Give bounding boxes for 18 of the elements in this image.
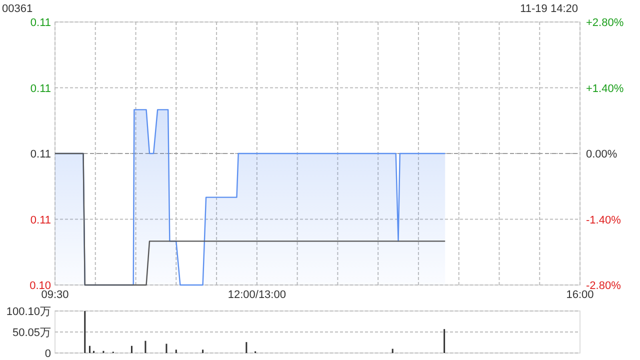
y-tick-label: 0.11 <box>30 82 51 95</box>
x-tick-label: 16:00 <box>566 289 594 301</box>
chart-title: 00361 <box>2 3 33 15</box>
x-tick-label: 12:00/13:00 <box>228 289 286 301</box>
x-tick-label: 09:30 <box>41 289 69 301</box>
y-tick-label: 50.05万 <box>12 327 51 339</box>
y2-tick-label: -1.40% <box>586 214 622 226</box>
text: 11-19 14:20 <box>520 3 578 15</box>
y2-tick-label: -2.80% <box>586 280 622 292</box>
y-tick-label: 0.11 <box>30 214 51 226</box>
y-tick-label: 0.11 <box>30 17 51 29</box>
y2-tick-label: +1.40% <box>586 82 624 95</box>
y2-tick-label: 0.00% <box>586 148 618 160</box>
y-tick-label: 100.10万 <box>6 306 51 318</box>
y2-tick-label: +2.80% <box>586 17 624 29</box>
y-tick-label: 0.11 <box>30 148 51 160</box>
y-tick-label: 0 <box>44 348 51 360</box>
y-tick-label: 0.10 <box>30 280 51 292</box>
